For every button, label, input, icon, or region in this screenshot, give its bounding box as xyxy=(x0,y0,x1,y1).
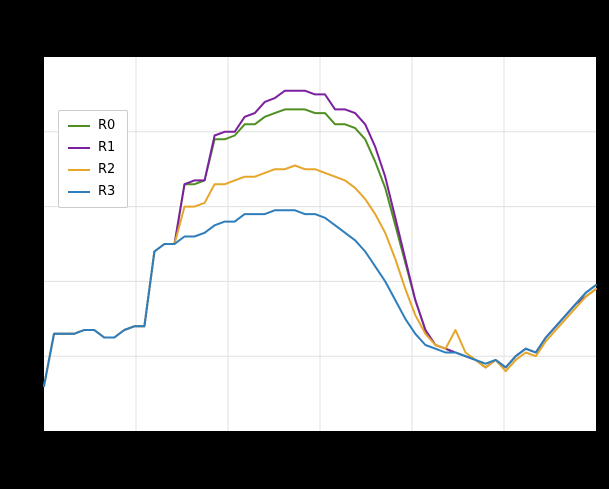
legend-label-r1: R1 xyxy=(98,140,116,155)
legend-line-swatch-r0 xyxy=(68,125,90,127)
legend-item-r3: R3 xyxy=(68,184,115,200)
legend-label-r3: R3 xyxy=(98,184,116,199)
legend-line-swatch-r3 xyxy=(68,191,90,193)
legend-line-swatch-r1 xyxy=(68,147,90,149)
legend-item-r1: R1 xyxy=(68,140,115,156)
series-line-r3 xyxy=(43,209,597,388)
legend-label-r0: R0 xyxy=(98,118,116,133)
legend: R0 R1 R2 R3 xyxy=(58,110,129,208)
legend-item-r0: R0 xyxy=(68,118,115,134)
legend-item-r2: R2 xyxy=(68,162,115,178)
legend-line-swatch-r2 xyxy=(68,169,90,171)
gridlines xyxy=(44,57,596,431)
legend-label-r2: R2 xyxy=(98,162,116,177)
series-lines xyxy=(43,89,597,388)
